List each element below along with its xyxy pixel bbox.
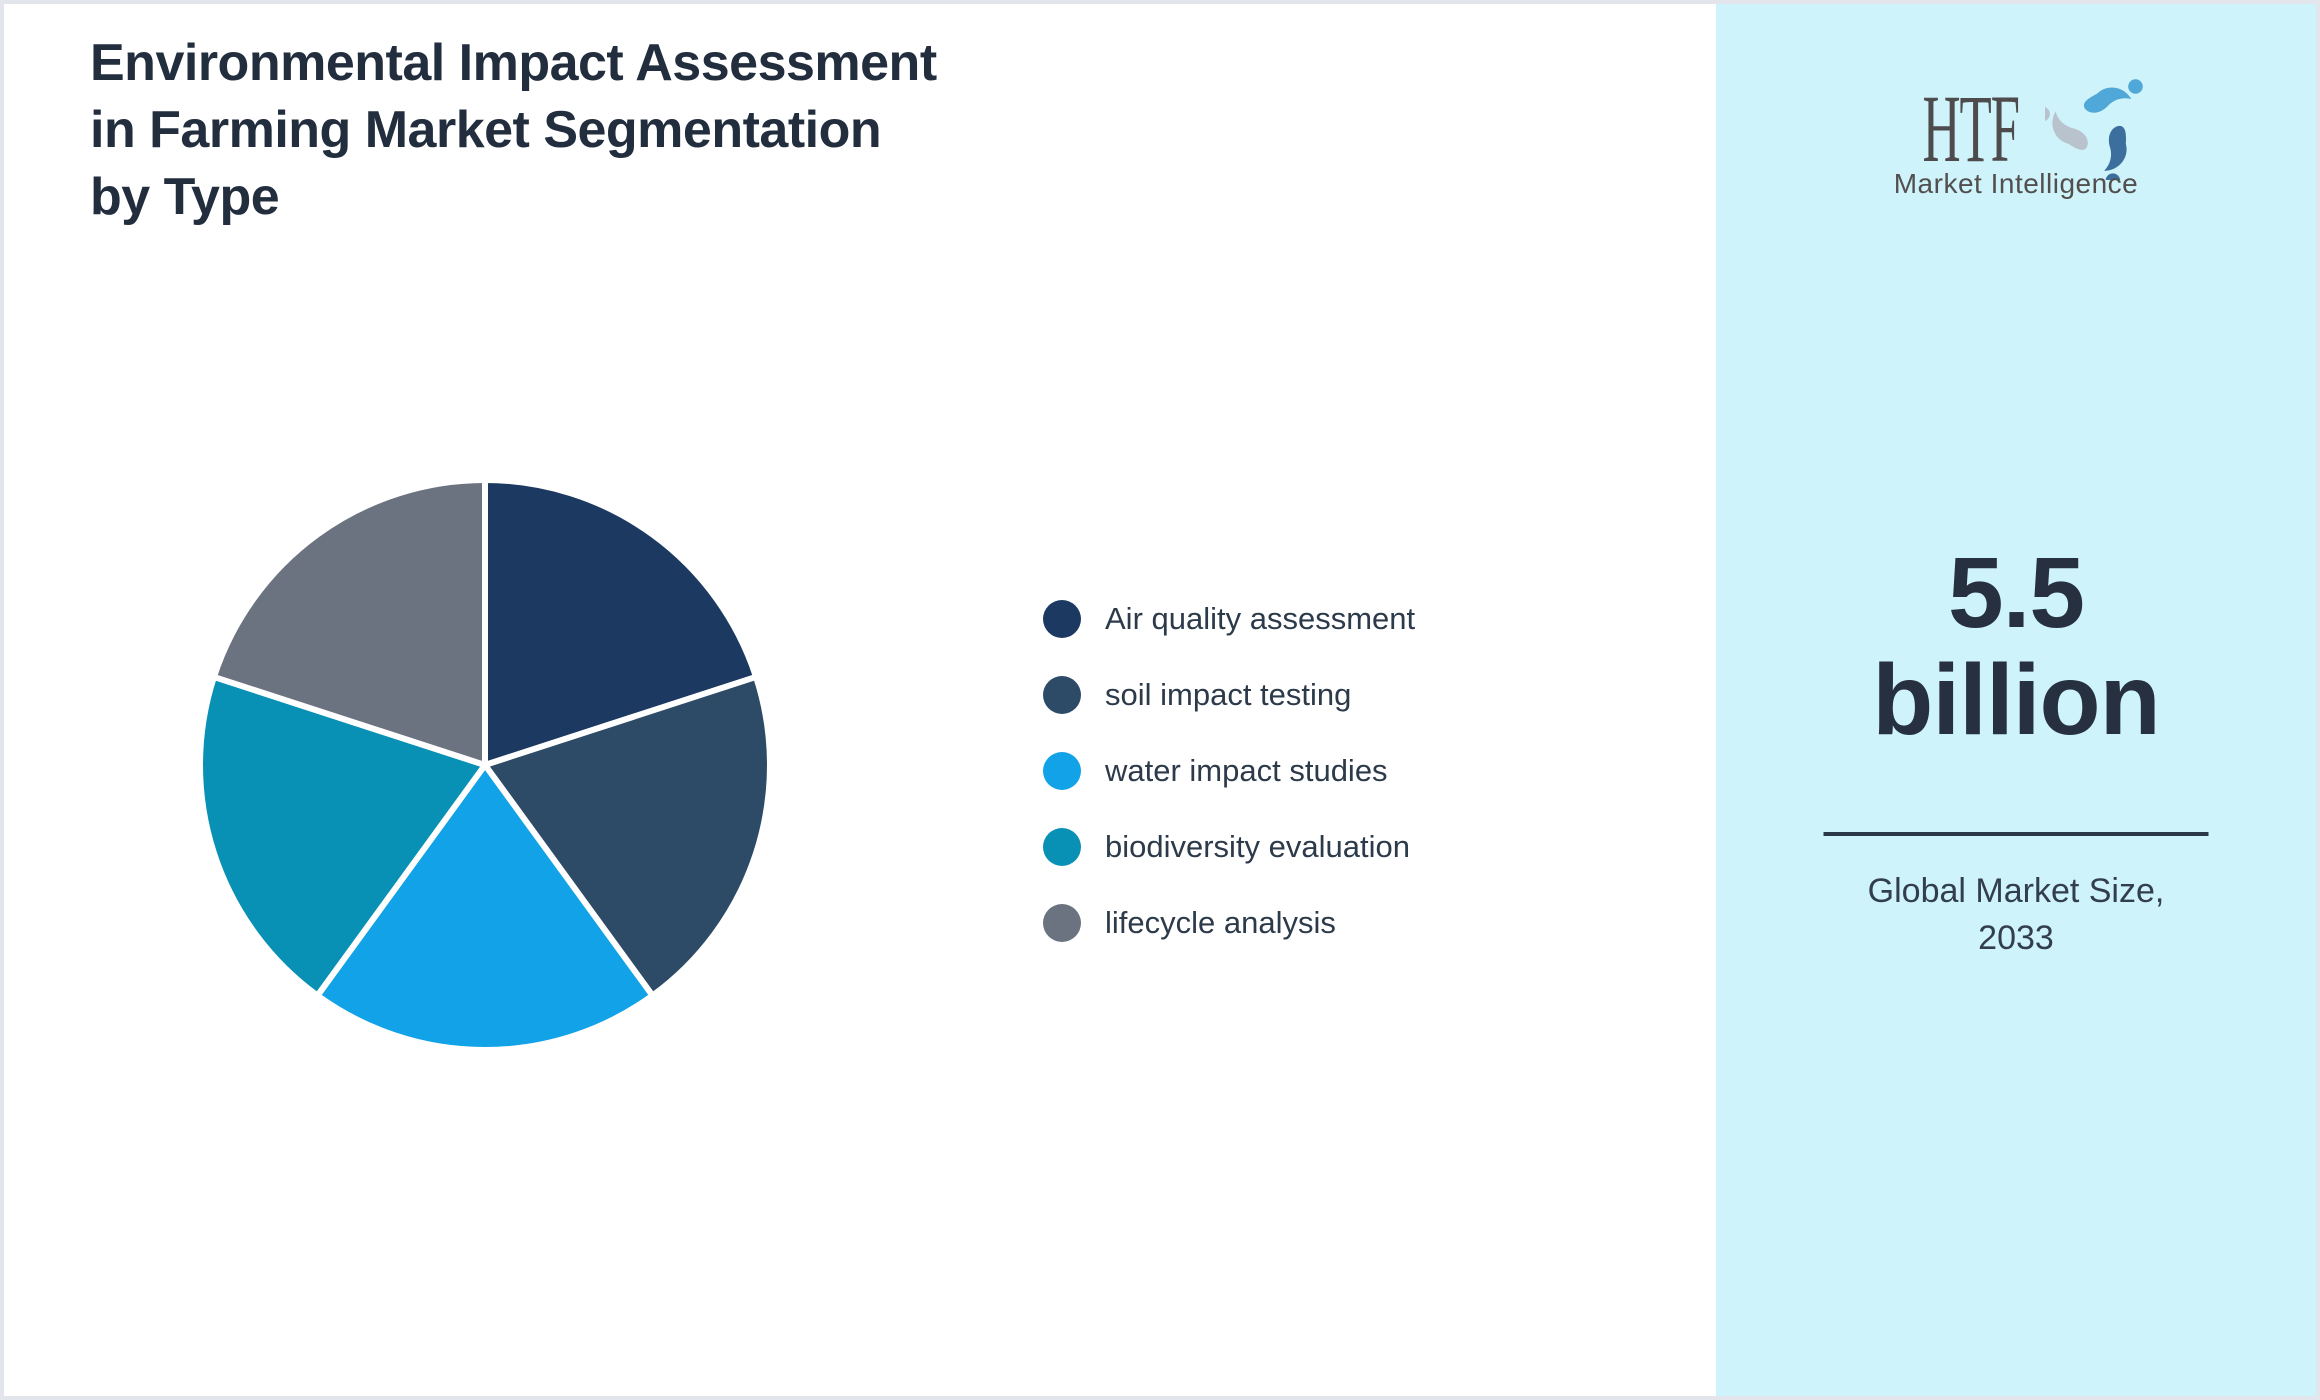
legend-label: biodiversity evaluation xyxy=(1105,829,1411,864)
pie-slice-4 xyxy=(197,673,488,999)
pie-slice-3 xyxy=(314,762,656,1053)
market-size-caption-line-1: Global Market Size, xyxy=(1867,872,2165,910)
htf-logo-swirl-icon xyxy=(2044,79,2143,180)
page-title-line-2: in Farming Market Segmentation xyxy=(90,101,882,159)
legend-dot-icon xyxy=(1043,904,1081,942)
divider-line xyxy=(1823,832,2209,836)
pie-slice-2 xyxy=(482,673,773,999)
legend-dot-icon xyxy=(1043,600,1081,638)
market-size-value: 5.5 billion xyxy=(1716,540,2316,754)
legend-item: Air quality assessment xyxy=(1043,600,1415,638)
htf-logo-text: HTF xyxy=(1922,75,2021,182)
legend-item: biodiversity evaluation xyxy=(1043,828,1415,866)
legend-item: soil impact testing xyxy=(1043,676,1415,714)
chart-legend: Air quality assessment soil impact testi… xyxy=(1043,600,1415,980)
pie-chart-container xyxy=(195,475,775,1055)
page-title-line-1: Environmental Impact Assessment xyxy=(90,34,937,92)
legend-label: lifecycle analysis xyxy=(1105,905,1336,940)
htf-logo: HTF Market Intelligence xyxy=(1716,78,2316,200)
legend-label: water impact studies xyxy=(1105,753,1388,788)
page-title: Environmental Impact Assessment in Farmi… xyxy=(90,30,937,231)
page-title-line-3: by Type xyxy=(90,168,280,226)
pie-slice-5 xyxy=(210,477,488,768)
market-size-caption-line-2: 2033 xyxy=(1978,919,2054,957)
market-size-caption: Global Market Size, 2033 xyxy=(1716,868,2316,962)
pie-slice-1 xyxy=(482,477,760,768)
legend-label: soil impact testing xyxy=(1105,677,1352,712)
legend-dot-icon xyxy=(1043,752,1081,790)
legend-item: lifecycle analysis xyxy=(1043,904,1415,942)
sidebar: HTF Market Intelligence xyxy=(1716,4,2316,1396)
market-size-value-line-1: 5.5 xyxy=(1947,537,2085,649)
pie-chart xyxy=(197,477,773,1053)
legend-dot-icon xyxy=(1043,828,1081,866)
htf-logo-row: HTF xyxy=(1883,78,2148,180)
htf-logo-subtext: Market Intelligence xyxy=(1893,168,2139,199)
legend-dot-icon xyxy=(1043,676,1081,714)
legend-item: water impact studies xyxy=(1043,752,1415,790)
market-size-value-line-2: billion xyxy=(1872,644,2160,756)
legend-label: Air quality assessment xyxy=(1105,601,1416,636)
